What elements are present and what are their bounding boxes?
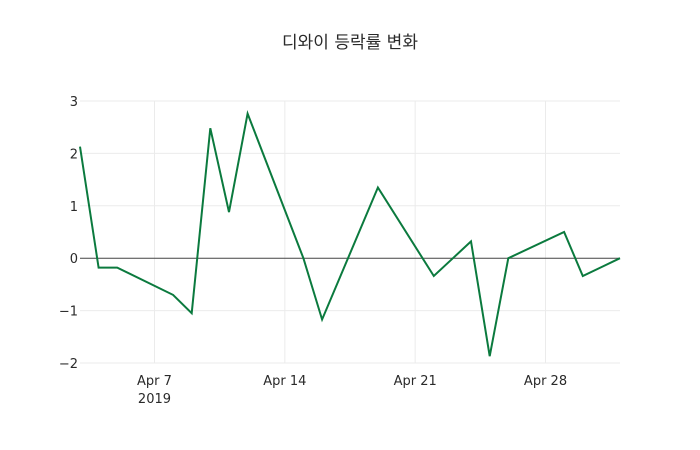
x-tick-label: Apr 7	[137, 374, 172, 389]
plot-area	[79, 109, 621, 357]
x-tick-label: Apr 28	[524, 374, 567, 389]
y-axis: 3 2 1 0 −1 −2	[59, 95, 78, 372]
y-tick-label: 1	[70, 200, 78, 215]
x-axis: Apr 7 2019 Apr 14 Apr 21 Apr 28	[137, 374, 567, 407]
x-tick-label: Apr 14	[263, 374, 306, 389]
series-line	[79, 109, 621, 357]
y-tick-label: 0	[70, 252, 78, 267]
x-tick-year-label: 2019	[138, 392, 171, 407]
x-tick-label: Apr 21	[394, 374, 437, 389]
gridlines	[80, 100, 620, 364]
chart-title: 디와이 등락률 변화	[282, 33, 418, 53]
y-tick-label: −2	[59, 357, 78, 372]
y-tick-label: 2	[70, 147, 78, 162]
y-tick-label: 3	[70, 95, 78, 110]
y-tick-label: −1	[59, 305, 78, 320]
